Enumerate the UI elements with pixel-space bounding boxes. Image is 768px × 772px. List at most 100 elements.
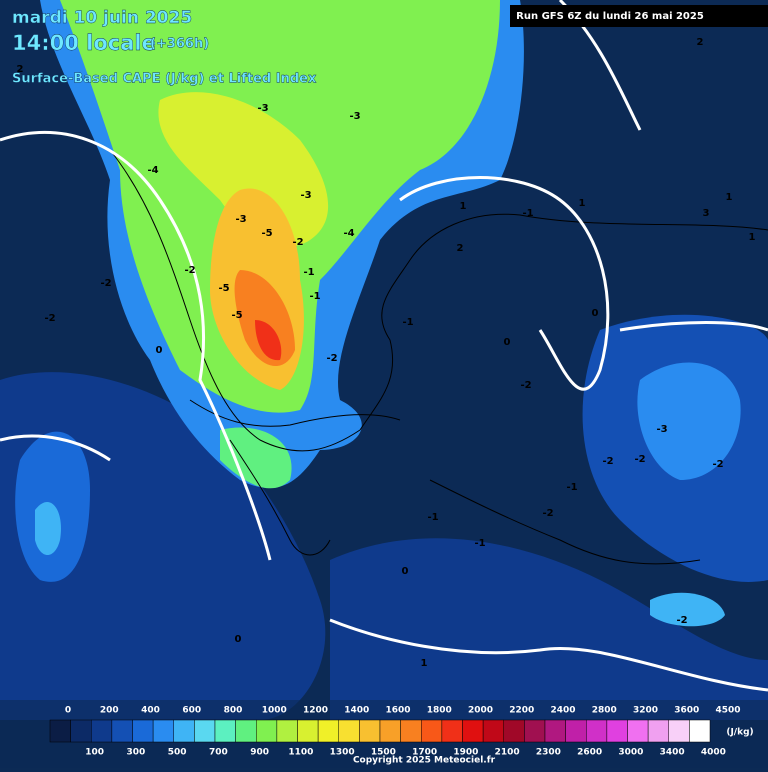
contour-label: -5 xyxy=(231,310,242,321)
lead-time: (+366h) xyxy=(150,37,209,52)
contour-label: 0 xyxy=(156,345,163,356)
colorbar-cell xyxy=(70,719,92,743)
colorbar-bottom-label: 700 xyxy=(209,748,228,758)
contour-label: -1 xyxy=(303,267,314,278)
colorbar-cell xyxy=(586,719,608,743)
date: mardi 10 juin 2025 xyxy=(12,8,192,28)
contour-label: 0 xyxy=(504,337,511,348)
contour-label: 2 xyxy=(697,37,704,48)
colorbar-bottom-label: 1900 xyxy=(453,748,478,758)
colorbar-cell xyxy=(91,719,113,743)
contour-label: 0 xyxy=(592,308,599,319)
colorbar-bottom-label: 2600 xyxy=(577,748,602,758)
colorbar-cell xyxy=(606,719,628,743)
colorbar-cell xyxy=(524,719,546,743)
colorbar-top-label: 3200 xyxy=(633,706,658,716)
contour-label: 3 xyxy=(703,208,710,219)
contour-label: -5 xyxy=(218,283,229,294)
colorbar-top-label: 4500 xyxy=(715,706,740,716)
contour-label: -2 xyxy=(634,454,645,465)
colorbar-cell xyxy=(359,719,381,743)
colorbar-bottom-label: 2300 xyxy=(536,748,561,758)
colorbar-top-label: 1000 xyxy=(262,706,287,716)
contour-label: -1 xyxy=(402,317,413,328)
colorbar-top-label: 200 xyxy=(100,706,119,716)
contour-label: -2 xyxy=(542,508,553,519)
colorbar-cell xyxy=(276,719,298,743)
contour-label: 1 xyxy=(460,201,467,212)
colorbar-top-label: 600 xyxy=(182,706,201,716)
contour-label: -2 xyxy=(292,237,303,248)
contour-label: -2 xyxy=(44,313,55,324)
colorbar-bottom-label: 1100 xyxy=(288,748,313,758)
colorbar-bottom-label: 500 xyxy=(168,748,187,758)
contour-label: 1 xyxy=(726,192,733,203)
colorbar-top-label: 1600 xyxy=(385,706,410,716)
colorbar-top-label: 800 xyxy=(224,706,243,716)
contour-label: -1 xyxy=(309,291,320,302)
colorbar-cell xyxy=(689,719,711,743)
colorbar-bottom-label: 1300 xyxy=(330,748,355,758)
colorbar-cell xyxy=(482,719,504,743)
colorbar-top-label: 2400 xyxy=(550,706,575,716)
contour-label: -1 xyxy=(474,538,485,549)
contour-label: 1 xyxy=(421,658,428,669)
colorbar-bottom-label: 900 xyxy=(250,748,269,758)
contour-label: -2 xyxy=(100,278,111,289)
copyright: Copyright 2025 Meteociel.fr xyxy=(353,756,496,766)
contour-label: -3 xyxy=(257,103,268,114)
colorbar: 0 200 400 600 800 1000 1200 1400 1600 1800 2000 220… xyxy=(49,706,741,758)
contour-label: -4 xyxy=(147,165,158,176)
colorbar-bottom-label: 4000 xyxy=(701,748,726,758)
contour-labels: -3 -3 -4 -3 -3 -5 -2 -4 -2 -5 -5 -1 -1 -2 0 -2 1 -1 1 2 3 1 -1… xyxy=(17,37,756,669)
contour-label: -2 xyxy=(326,353,337,364)
contour-label: 2 xyxy=(17,64,24,75)
colorbar-cell xyxy=(627,719,649,743)
colorbar-top-label: 400 xyxy=(141,706,160,716)
colorbar-cell xyxy=(235,719,257,743)
colorbar-cell xyxy=(565,719,587,743)
contour-label: -2 xyxy=(602,456,613,467)
colorbar-cell xyxy=(441,719,463,743)
colorbar-cell xyxy=(214,719,236,743)
contour-label: -1 xyxy=(566,482,577,493)
colorbar-cell xyxy=(49,719,71,743)
colorbar-cell xyxy=(317,719,339,743)
colorbar-cell xyxy=(338,719,360,743)
zero-contours xyxy=(0,0,768,692)
colorbar-top-label: 1200 xyxy=(303,706,328,716)
colorbar-cell xyxy=(152,719,174,743)
contour-label: 1 xyxy=(749,232,756,243)
coastlines xyxy=(109,149,768,565)
contour-label: -1 xyxy=(427,512,438,523)
contour-label: 1 xyxy=(579,198,586,209)
colorbar-bottom-label: 300 xyxy=(126,748,145,758)
subtitle: Surface-Based CAPE (J/kg) et Lifted Inde… xyxy=(12,72,317,87)
colorbar-bottom-label: 100 xyxy=(85,748,104,758)
colorbar-cell xyxy=(462,719,484,743)
colorbar-cell xyxy=(400,719,422,743)
colorbar-top-label: 1400 xyxy=(344,706,369,716)
contour-label: -5 xyxy=(261,228,272,239)
colorbar-bottom-label: 1700 xyxy=(412,748,437,758)
colorbar-cell xyxy=(173,719,195,743)
colorbar-cell xyxy=(647,719,669,743)
colorbar-top-label: 0 xyxy=(65,706,71,716)
contour-label: -3 xyxy=(300,190,311,201)
contour-label: 0 xyxy=(235,634,242,645)
contour-label: 0 xyxy=(402,566,409,577)
contour-label: -3 xyxy=(235,214,246,225)
cape-field xyxy=(0,0,768,720)
colorbar-bottom-label: 1500 xyxy=(371,748,396,758)
colorbar-cell xyxy=(297,719,319,743)
colorbar-top-label: 1800 xyxy=(427,706,452,716)
unit: (J/kg) xyxy=(726,728,753,738)
contour-label: -3 xyxy=(349,111,360,122)
colorbar-top-label: 3600 xyxy=(674,706,699,716)
contour-label: -1 xyxy=(522,208,533,219)
run-box xyxy=(510,5,768,27)
contour-label: 2 xyxy=(457,243,464,254)
colorbar-cell xyxy=(544,719,566,743)
colorbar-cell xyxy=(132,719,154,743)
